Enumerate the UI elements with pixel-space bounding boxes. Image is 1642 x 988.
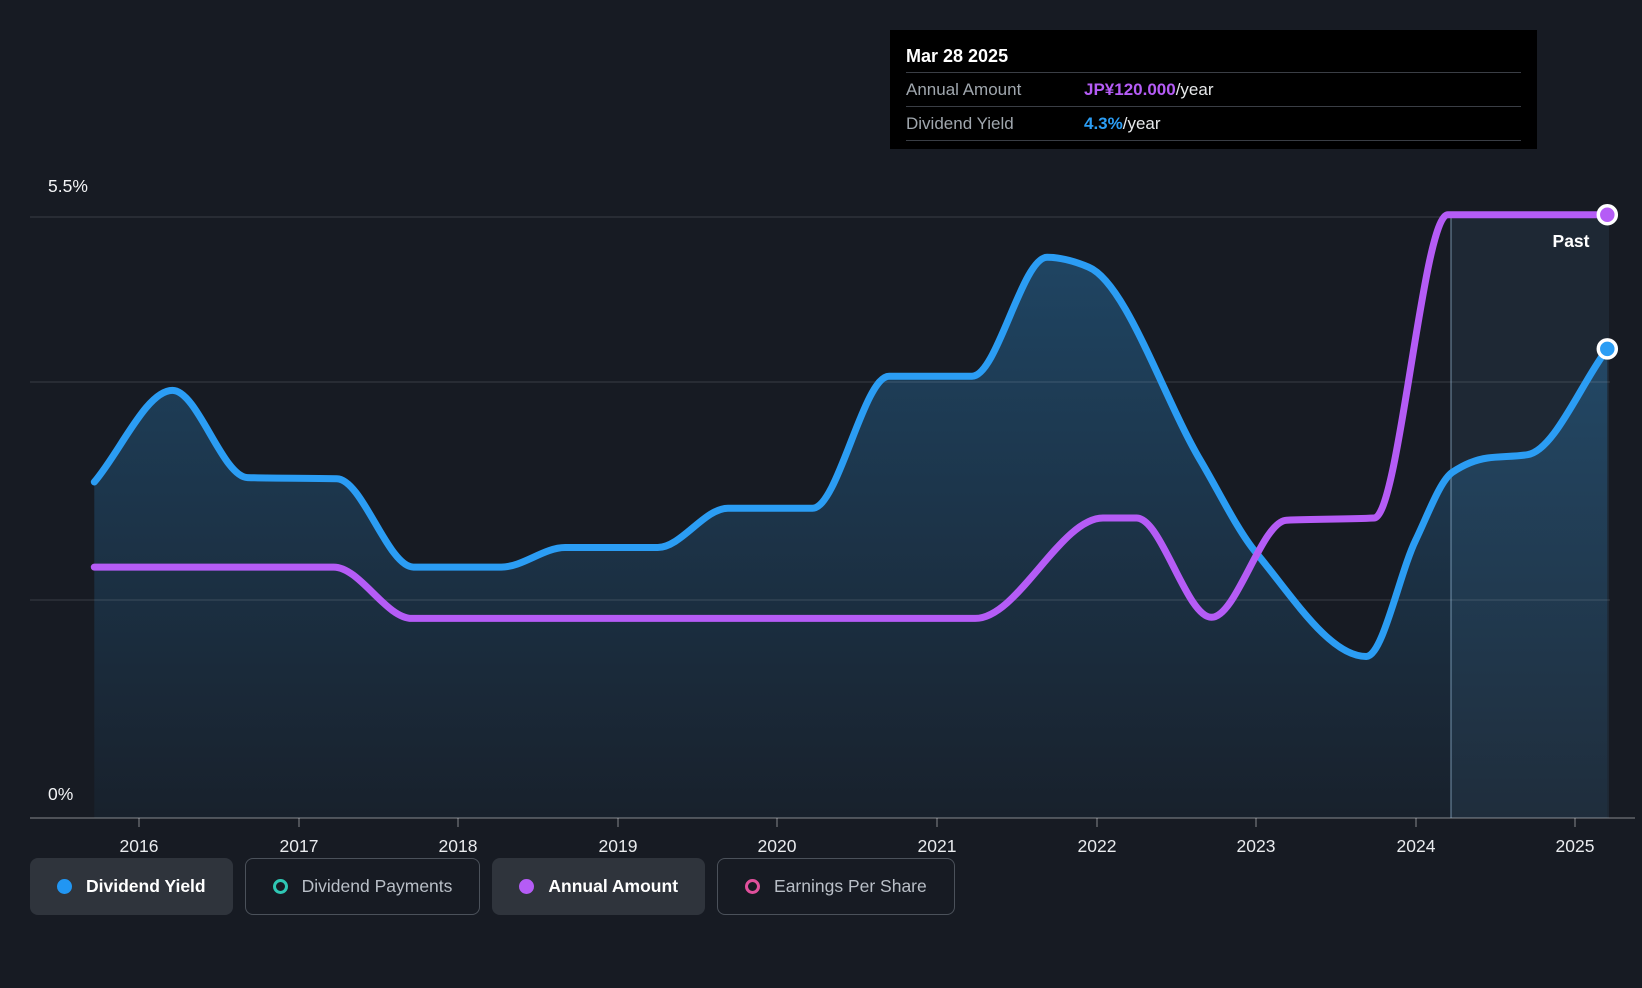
dividend-yield-line [90,253,1611,660]
legend-button-dividend-yield[interactable]: Dividend Yield [30,858,233,915]
legend-label: Annual Amount [548,876,679,896]
x-axis-label-2023: 2023 [1237,836,1276,856]
tooltip-label: Annual Amount [906,79,1022,99]
x-axis-label-2022: 2022 [1078,836,1117,856]
dividend-payments-swatch-icon [272,879,288,894]
earnings-per-share-swatch-icon [745,879,761,894]
dividend-yield-endpoint-marker [1596,338,1619,360]
legend-label: Earnings Per Share [774,876,927,896]
x-axis-label-2021: 2021 [918,836,957,856]
gridlines [30,216,1610,601]
x-axis-label-2019: 2019 [599,836,638,856]
x-axis-ticks [138,818,1576,827]
annual-amount-endpoint-marker [1596,203,1619,226]
y-axis-label-top: 5.5% [48,176,88,196]
legend-button-annual-amount[interactable]: Annual Amount [492,858,706,915]
tooltip-value: 4.3% [1084,113,1123,133]
x-axis-labels: 2016 2017 2018 2019 2020 2021 2022 2023 … [120,836,1595,856]
x-axis-label-2025: 2025 [1556,836,1595,856]
annual-amount-line [90,211,1611,622]
tooltip-date: Mar 28 2025 [906,46,1009,66]
x-axis-label-2017: 2017 [280,836,319,856]
tooltip-suffix: /year [1122,113,1161,133]
dividend-yield-swatch-icon [57,879,72,894]
y-axis-label-bottom: 0% [48,784,73,804]
x-axis-label-2024: 2024 [1397,836,1436,856]
legend-button-dividend-payments[interactable]: Dividend Payments [244,858,481,915]
chart-legend: Dividend Yield Dividend Payments Annual … [30,858,955,915]
chart-tooltip: Mar 28 2025 Annual Amount JP¥120.000/yea… [890,30,1537,149]
annual-amount-swatch-icon [519,879,535,894]
tooltip-row-annual-amount: Annual Amount JP¥120.000/year [906,72,1521,106]
tooltip-row-dividend-yield: Dividend Yield 4.3%/year [906,106,1521,141]
x-axis-label-2016: 2016 [120,836,159,856]
tooltip-value: JP¥120.000 [1084,79,1176,99]
legend-label: Dividend Yield [86,876,206,896]
x-axis-label-2020: 2020 [758,836,797,856]
legend-button-earnings-per-share[interactable]: Earnings Per Share [717,858,955,915]
past-label: Past [1553,231,1590,251]
tooltip-label: Dividend Yield [906,113,1014,133]
legend-label: Dividend Payments [301,876,453,896]
x-axis-label-2018: 2018 [439,836,478,856]
tooltip-suffix: /year [1175,79,1214,99]
dividend-yield-area [94,257,1608,818]
